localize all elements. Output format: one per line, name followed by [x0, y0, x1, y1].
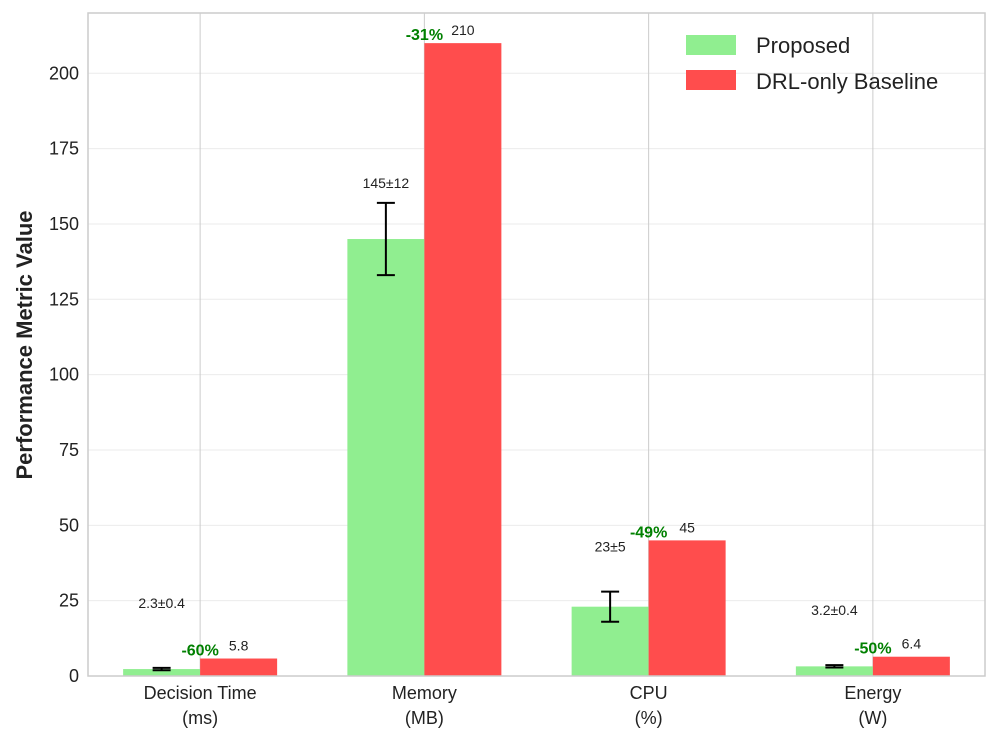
data-label-baseline: 6.4	[902, 636, 922, 652]
y-tick-label: 175	[49, 139, 79, 159]
y-tick-label: 50	[59, 515, 79, 535]
bar-baseline	[424, 43, 502, 677]
data-label-proposed: 23±5	[595, 539, 626, 555]
legend-label-proposed: Proposed	[756, 33, 850, 58]
x-tick-label: Decision Time	[144, 683, 257, 703]
label-layer: 2.3±0.4 145±12 23±5 3.2±0.4 5.8 -60% 210 -31% 45…	[138, 22, 921, 659]
data-label-baseline: 210	[451, 22, 475, 38]
bar-baseline	[648, 540, 726, 676]
y-tick-label: 150	[49, 214, 79, 234]
data-label-proposed: 2.3±0.4	[138, 595, 185, 611]
x-tick-label: CPU	[630, 683, 668, 703]
y-tick-label: 200	[49, 63, 79, 83]
improvement-label: -49%	[630, 524, 667, 541]
data-label-proposed: 145±12	[363, 175, 410, 191]
improvement-label: -60%	[181, 643, 218, 660]
bar-baseline	[872, 656, 950, 676]
data-label-baseline: 5.8	[229, 638, 249, 654]
bar-layer	[123, 43, 950, 677]
legend-label-baseline: DRL-only Baseline	[756, 69, 938, 94]
improvement-label: -31%	[406, 27, 443, 44]
x-tick-unit-label: (ms)	[182, 708, 218, 728]
legend-swatch-baseline	[686, 70, 736, 90]
x-tick-unit-label: (MB)	[405, 708, 444, 728]
bar-proposed	[347, 239, 425, 677]
bar-proposed	[795, 666, 873, 676]
x-tick-unit-label: (W)	[858, 708, 887, 728]
x-tick-label: Energy	[844, 683, 901, 703]
y-tick-label: 125	[49, 289, 79, 309]
bar-proposed	[123, 669, 201, 676]
axis-layer: 0 25 50 75 100 125 150 175 200 Decision Time (ms) M…	[49, 12, 986, 728]
y-tick-label: 75	[59, 440, 79, 460]
plot-frame	[87, 12, 986, 677]
data-label-baseline: 45	[679, 519, 695, 535]
x-tick-unit-label: (%)	[635, 708, 663, 728]
y-axis-label: Performance Metric Value	[12, 210, 37, 479]
y-tick-label: 100	[49, 365, 79, 385]
data-label-proposed: 3.2±0.4	[811, 602, 858, 618]
improvement-label: -50%	[854, 641, 891, 658]
legend: Proposed DRL-only Baseline	[686, 33, 938, 94]
legend-swatch-proposed	[686, 35, 736, 55]
y-tick-label: 0	[69, 666, 79, 686]
y-tick-label: 25	[59, 591, 79, 611]
bar-baseline	[200, 658, 278, 676]
x-tick-label: Memory	[392, 683, 457, 703]
